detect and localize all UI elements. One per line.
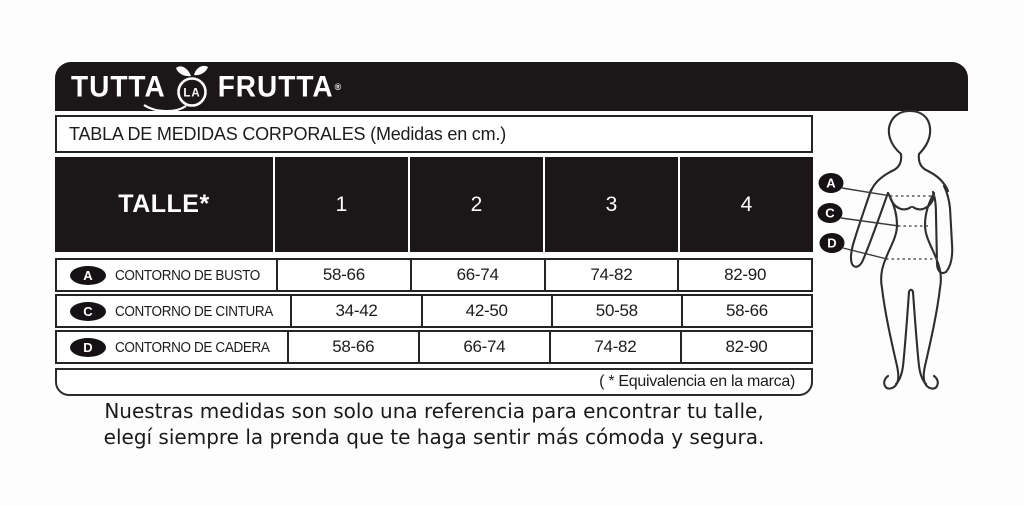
table-row-bust: A CONTORNO DE BUSTO 58-66 66-74 74-82 82… — [55, 258, 813, 292]
figure-inner-left-leg — [894, 290, 911, 386]
cell-waist-size1: 34-42 — [290, 296, 420, 326]
row-label: CONTORNO DE CADERA — [115, 338, 270, 356]
leaf-right-icon — [193, 65, 208, 75]
header-size-2: 2 — [408, 157, 543, 252]
figure-crotch — [907, 288, 915, 294]
header-size-4: 4 — [678, 157, 813, 252]
figure-inner-right-leg — [911, 290, 928, 386]
fruit-medallion-icon: LA — [143, 65, 208, 112]
row-label-cell: A CONTORNO DE BUSTO — [57, 260, 276, 290]
figure-torso-left-leg — [880, 191, 900, 390]
table-header-row: TALLE* 1 2 3 4 — [55, 157, 813, 252]
figure-right-arm — [931, 184, 954, 275]
cell-hip-size1: 58-66 — [286, 332, 418, 362]
badge-a: A — [70, 265, 106, 285]
figure-head-shoulders — [869, 109, 950, 193]
cell-waist-size4: 58-66 — [680, 296, 811, 326]
leaf-left-icon — [175, 65, 191, 76]
cell-hip-size3: 74-82 — [548, 332, 680, 362]
table-row-waist: C CONTORNO DE CINTURA 34-42 42-50 50-58 … — [55, 294, 813, 328]
table-row-hip: D CONTORNO DE CADERA 58-66 66-74 74-82 8… — [55, 330, 813, 364]
cell-hip-size2: 66-74 — [417, 332, 549, 362]
diagram-badge-a-label: A — [826, 176, 836, 191]
brand-logo: TUTTA LA FRUTTA ® — [71, 62, 342, 112]
fruit-circle-icon — [176, 76, 207, 107]
figure-left-arm — [849, 188, 890, 268]
header-size-1: 1 — [273, 157, 408, 252]
figure-torso-right-leg — [922, 191, 942, 390]
footnote-text: ( * Equivalencia en la marca) — [599, 373, 795, 390]
cell-hip-size4: 82-90 — [679, 332, 811, 362]
diagram-badge-a — [818, 173, 844, 193]
leader-c — [840, 217, 900, 227]
diagram-badge-c-label: C — [825, 206, 835, 221]
cell-waist-size2: 42-50 — [420, 296, 551, 326]
brand-word-la: LA — [183, 87, 200, 99]
diagram-badge-c — [817, 203, 843, 223]
brand-word-frutta: FRUTTA — [217, 69, 334, 103]
leader-d — [842, 247, 888, 260]
swoosh-icon — [143, 103, 187, 112]
table-title: TABLA DE MEDIDAS CORPORALES (Medidas en … — [69, 123, 506, 144]
figure-bust-curves — [888, 195, 936, 211]
badge-c: C — [70, 301, 106, 321]
table-footnote-row: ( * Equivalencia en la marca) — [55, 368, 813, 396]
registered-mark: ® — [334, 81, 343, 92]
row-label-cell: D CONTORNO DE CADERA — [57, 332, 287, 362]
leader-a — [841, 187, 892, 197]
row-label: CONTORNO DE BUSTO — [115, 266, 260, 284]
row-label-cell: C CONTORNO DE CINTURA — [57, 296, 290, 326]
disclaimer-text: Nuestras medidas son solo una referencia… — [55, 398, 813, 450]
header-size-label: TALLE* — [118, 190, 210, 218]
cell-bust-size3: 74-82 — [543, 260, 678, 290]
table-title-row: TABLA DE MEDIDAS CORPORALES (Medidas en … — [55, 115, 813, 153]
diagram-badge-d — [819, 233, 845, 253]
cell-bust-size1: 58-66 — [276, 260, 410, 290]
disclaimer-line-2: elegí siempre la prenda que te haga sent… — [103, 425, 765, 449]
diagram-badge-d-label: D — [827, 236, 836, 251]
cell-bust-size4: 82-90 — [677, 260, 811, 290]
cell-waist-size3: 50-58 — [550, 296, 681, 326]
brand-bar: TUTTA LA FRUTTA ® — [55, 62, 968, 112]
cell-bust-size2: 66-74 — [409, 260, 544, 290]
brand-word-tutta: TUTTA — [71, 69, 166, 103]
badge-d: D — [70, 337, 106, 357]
header-size-3: 3 — [543, 157, 678, 252]
body-measurement-diagram: A C D — [817, 109, 954, 390]
disclaimer-line-1: Nuestras medidas son solo una referencia… — [104, 399, 764, 423]
row-label: CONTORNO DE CINTURA — [115, 302, 273, 320]
